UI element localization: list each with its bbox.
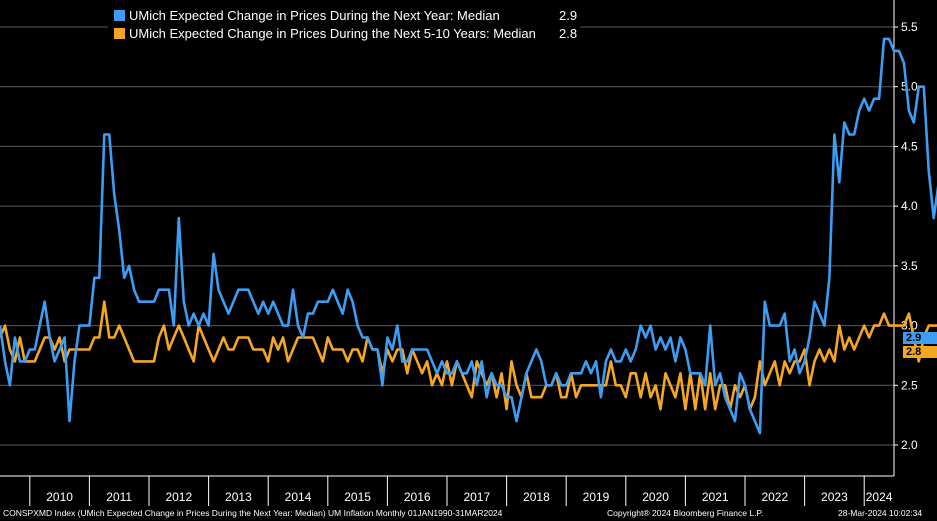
legend-value-next-year: 2.9 [559,8,578,23]
y-tick-label: 3.5 [901,259,918,273]
x-tick-label: 2010 [46,490,73,504]
y-tick-label: 4.5 [901,139,918,153]
legend-entry-5-10-years: UMich Expected Change in Prices During t… [114,25,577,42]
x-tick-label: 2020 [642,490,669,504]
footer-copyright: Copyright® 2024 Bloomberg Finance L.P. [607,508,764,518]
x-tick-label: 2016 [404,490,431,504]
x-tick-label: 2013 [225,490,252,504]
y-axis: 2.02.53.03.54.04.55.05.5 [893,0,918,476]
gridlines [0,26,894,446]
y-tick-label: 2.5 [901,378,918,392]
legend-swatch-5-10-years [114,28,125,39]
y-tick-label: 2.0 [901,438,918,452]
y-tick-label: 4.0 [901,199,918,213]
legend: UMich Expected Change in Prices During t… [108,4,580,44]
legend-value-5-10-years: 2.8 [559,26,578,41]
legend-entry-next-year: UMich Expected Change in Prices During t… [114,7,577,24]
footer-source: CONSPXMD Index (UMich Expected Change in… [3,508,503,518]
x-tick-label: 2023 [821,490,848,504]
y-tick-label: 5.5 [901,20,918,34]
x-tick-label: 2021 [702,490,729,504]
x-tick-label: 2015 [344,490,371,504]
series-lines [0,37,937,435]
x-tick-label: 2017 [463,490,490,504]
chart: 2.02.53.03.54.04.55.05.5 2010 2011 2012 201… [0,0,937,506]
x-tick-label: 2014 [285,490,312,504]
x-tick-label: 2012 [165,490,192,504]
end-label-next-year: 2.9 [903,331,937,344]
legend-label-next-year: UMich Expected Change in Prices During t… [129,8,500,23]
x-tick-label: 2022 [761,490,788,504]
x-tick-label: 2024 [866,490,893,504]
x-tick-label: 2018 [523,490,550,504]
end-label-5-10-years: 2.8 [903,345,937,358]
footer-timestamp: 28-Mar-2024 10:02:34 [838,508,923,518]
legend-label-5-10-years: UMich Expected Change in Prices During t… [129,26,536,41]
x-tick-label: 2011 [106,490,132,504]
y-tick-label: 5.0 [901,80,918,94]
x-tick-label: 2019 [583,490,610,504]
footer: CONSPXMD Index (UMich Expected Change in… [0,506,937,521]
x-axis: 2010 2011 2012 2013 2014 2015 2016 2017 2018 2019… [0,475,894,506]
legend-swatch-next-year [114,10,125,21]
